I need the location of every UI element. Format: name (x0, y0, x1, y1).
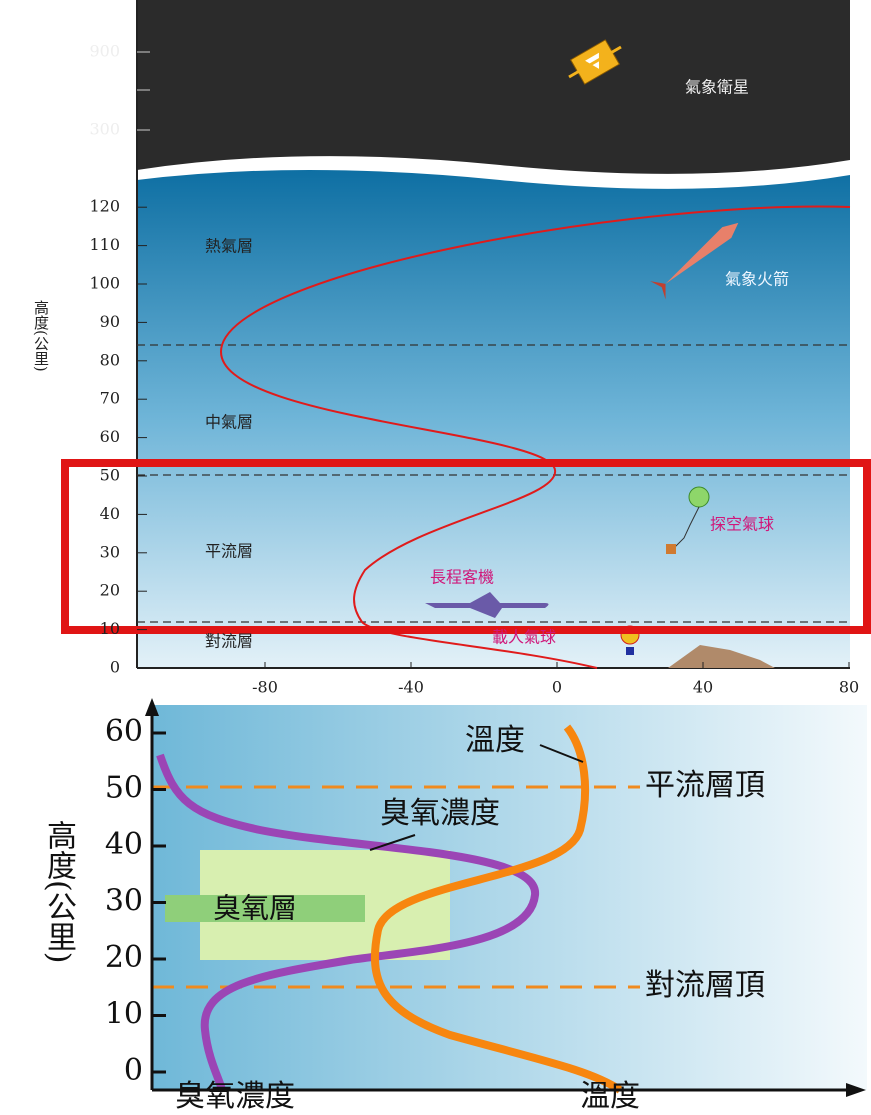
y-axis-title: 高度(公里) (32, 300, 50, 372)
object-label: 載人氣球 (492, 628, 556, 647)
x-axis-label: 溫度 (580, 1079, 640, 1111)
y-tick-label: 10 (100, 619, 120, 638)
y-tick-label: 100 (89, 274, 120, 293)
y-axis-title: 高度(公里) (41, 820, 76, 963)
y-tick-label: 60 (100, 427, 120, 446)
object-label: 氣象衛星 (685, 78, 749, 97)
boundary-label: 對流層頂 (645, 968, 765, 1003)
y-tick-label: 70 (100, 389, 120, 408)
layer-label: 熱氣層 (205, 237, 253, 256)
rocket (650, 222, 739, 300)
y-tick-label: 90 (100, 312, 120, 331)
y-tick-label: 10 (105, 997, 143, 1032)
dashed-lines (137, 344, 850, 623)
ozone-curve (156, 753, 539, 1092)
x-tick-label: 40 (693, 678, 713, 697)
temperature-curve (220, 205, 851, 669)
x-tick-label: 0 (552, 678, 562, 697)
airplane (425, 592, 549, 618)
layer-label: 對流層 (205, 632, 253, 651)
bottom-panel: 臭氧層 高度(公里) (41, 698, 867, 1097)
mountain (668, 645, 775, 668)
layer-label: 平流層 (205, 542, 253, 561)
top-panel: 高度(公里) (32, 0, 871, 669)
y-tick-label: 30 (105, 884, 143, 919)
temperature-curve (371, 724, 623, 1094)
layer-label: 中氣層 (205, 413, 253, 432)
ozone-layer-label: 臭氧層 (213, 892, 297, 925)
x-axis-arrow (846, 1083, 866, 1097)
y-tick-label: 110 (89, 235, 120, 254)
y-tick-label: 900 (89, 42, 120, 61)
y-tick-label: 0 (124, 1053, 143, 1088)
y-tick-label: 300 (89, 120, 120, 139)
y-tick-label: 40 (105, 827, 143, 862)
object-label: 探空氣球 (710, 515, 774, 534)
leader-line (539, 744, 584, 763)
x-tick-label: 80 (839, 678, 859, 697)
object-label: 氣象火箭 (725, 270, 789, 289)
y-tick-label: 20 (100, 581, 120, 600)
ozone-label-box (165, 895, 365, 922)
y-tick-label: 40 (100, 504, 120, 523)
y-tick-label: 20 (105, 940, 143, 975)
y-tick-label: 0 (110, 658, 120, 677)
x-tick-label: -40 (398, 678, 424, 697)
x-axis-label: 臭氧濃度 (175, 1079, 295, 1111)
highlight-box (61, 459, 871, 634)
space-band (137, 0, 850, 174)
y-tick-label: 50 (100, 466, 120, 485)
y-tick-label: 60 (105, 714, 143, 749)
sounding-balloon (666, 486, 710, 554)
y-tick-label: 120 (89, 197, 120, 216)
sky-band (137, 170, 850, 668)
boundary-label: 平流層頂 (645, 768, 765, 803)
y-tick-label: 80 (100, 350, 120, 369)
satellite (568, 39, 622, 85)
y-tick-label: 50 (105, 771, 143, 806)
curve-label: 臭氧濃度 (380, 796, 500, 831)
y-axis-arrow (145, 698, 159, 716)
x-tick-label: -80 (252, 678, 278, 697)
curve-label: 溫度 (465, 723, 525, 758)
object-label: 長程客機 (430, 568, 494, 587)
y-tick-label: 30 (100, 542, 120, 561)
leader-line (369, 834, 416, 851)
